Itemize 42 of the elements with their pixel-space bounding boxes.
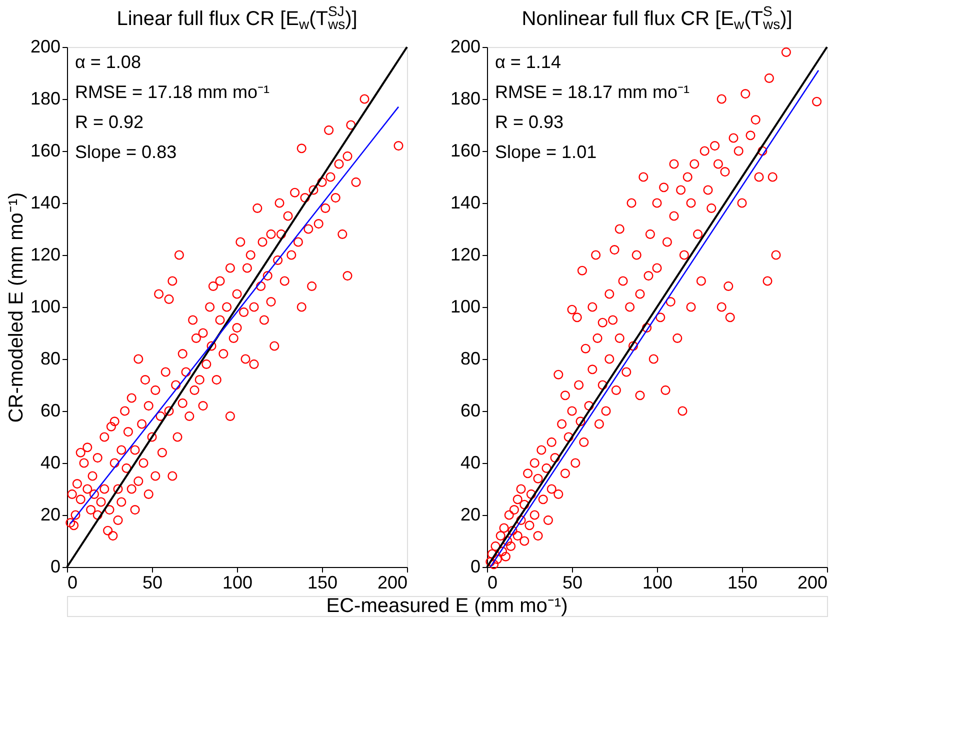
x-tick-label: 150 bbox=[307, 572, 338, 592]
y-tick-label: 100 bbox=[30, 296, 60, 316]
y-tick-label: 0 bbox=[50, 556, 60, 576]
x-tick-label: 100 bbox=[642, 572, 673, 592]
y-tick-label: 40 bbox=[460, 452, 480, 472]
y-tick-label: 100 bbox=[450, 296, 480, 316]
x-tick-label: 50 bbox=[562, 572, 583, 592]
x-tick-label: 0 bbox=[68, 572, 78, 592]
annotation: RMSE = 18.17 mm mo⁻¹ bbox=[495, 82, 690, 102]
y-tick-label: 160 bbox=[30, 140, 60, 160]
x-tick-label: 150 bbox=[727, 572, 758, 592]
x-tick-label: 100 bbox=[222, 572, 253, 592]
y-tick-label: 200 bbox=[30, 36, 60, 56]
y-tick-label: 120 bbox=[450, 244, 480, 264]
annotation: R = 0.93 bbox=[495, 112, 564, 132]
y-tick-label: 40 bbox=[40, 452, 60, 472]
x-axis-title: EC-measured E (mm mo⁻¹) bbox=[326, 595, 568, 617]
y-tick-label: 80 bbox=[460, 348, 480, 368]
annotation: α = 1.14 bbox=[495, 52, 561, 72]
y-tick-label: 160 bbox=[450, 140, 480, 160]
y-tick-label: 20 bbox=[460, 504, 480, 524]
y-tick-label: 80 bbox=[40, 348, 60, 368]
y-tick-label: 120 bbox=[30, 244, 60, 264]
annotation: RMSE = 17.18 mm mo⁻¹ bbox=[75, 82, 270, 102]
x-tick-label: 200 bbox=[797, 572, 828, 592]
annotation: Slope = 1.01 bbox=[495, 142, 597, 162]
x-tick-label: 50 bbox=[142, 572, 163, 592]
annotation: R = 0.92 bbox=[75, 112, 144, 132]
annotation: α = 1.08 bbox=[75, 52, 141, 72]
x-tick-label: 200 bbox=[377, 572, 408, 592]
y-tick-label: 0 bbox=[470, 556, 480, 576]
annotation: Slope = 0.83 bbox=[75, 142, 177, 162]
y-tick-label: 180 bbox=[30, 88, 60, 108]
y-tick-label: 200 bbox=[450, 36, 480, 56]
y-tick-label: 140 bbox=[450, 192, 480, 212]
x-tick-label: 0 bbox=[488, 572, 498, 592]
y-tick-label: 60 bbox=[460, 400, 480, 420]
y-tick-label: 140 bbox=[30, 192, 60, 212]
y-axis-title: CR-modeled E (mm mo⁻¹) bbox=[5, 192, 28, 423]
y-tick-label: 180 bbox=[450, 88, 480, 108]
y-tick-label: 20 bbox=[40, 504, 60, 524]
y-tick-label: 60 bbox=[40, 400, 60, 420]
